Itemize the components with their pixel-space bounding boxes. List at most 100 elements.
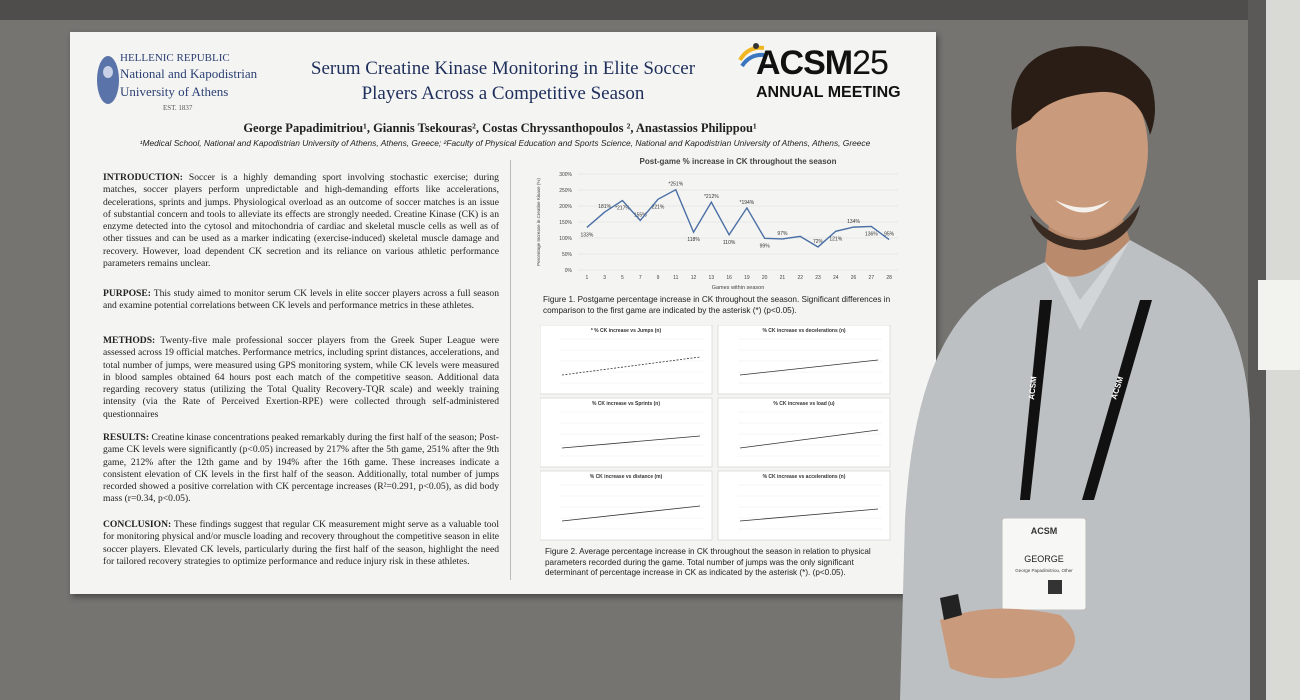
badge-detail: George Papadimitriou, Other — [1015, 568, 1073, 573]
panel-frame — [540, 470, 713, 541]
x-tick-label: 27 — [869, 275, 875, 281]
x-tick-label: 3 — [603, 275, 606, 281]
section-text: Soccer is a highly demanding sport invol… — [103, 172, 499, 270]
y-tick-label: 50% — [562, 252, 573, 258]
section-text: These findings suggest that regular CK m… — [103, 519, 499, 567]
face — [1016, 62, 1148, 238]
institution-line: National and Kapodistrian — [120, 66, 258, 81]
x-tick-label: 22 — [797, 275, 803, 281]
panel-trend — [561, 435, 701, 449]
logo-text: ACSM25 — [756, 44, 889, 83]
value-label: 181% — [598, 204, 611, 210]
next-poster — [1258, 280, 1300, 370]
lanyard-left — [1020, 300, 1052, 500]
panel-frame — [717, 470, 891, 541]
authors: George Papadimitriou¹, Giannis Tsekouras… — [243, 121, 757, 135]
x-tick-label: 5 — [621, 275, 624, 281]
x-tick-label: 23 — [815, 275, 821, 281]
section-heading: CONCLUSION: — [103, 519, 172, 530]
badge-qr — [1048, 580, 1062, 594]
panel-trend — [561, 505, 701, 522]
lanyard-right — [1082, 300, 1152, 500]
section: RESULTS: Creatine kinase concentrations … — [103, 432, 499, 506]
section: CONCLUSION: These findings suggest that … — [103, 519, 499, 568]
panel-title: % CK increase vs decelerations (n) — [762, 328, 845, 334]
section: METHODS: Twenty-five male professional s… — [103, 335, 499, 421]
collar — [1045, 240, 1130, 330]
title-line: Serum Creatine Kinase Monitoring in Elit… — [310, 58, 696, 79]
x-tick-label: 7 — [639, 275, 642, 281]
logo-meeting: ANNUAL MEETING — [756, 84, 901, 101]
logo-name: ACSM — [756, 44, 853, 82]
figure1-caption: Figure 1. Postgame percentage increase i… — [543, 295, 891, 315]
beard — [1030, 205, 1140, 250]
y-tick-label: 250% — [559, 188, 572, 194]
frame-post — [1248, 0, 1266, 700]
hands — [940, 608, 1075, 679]
value-label: 121% — [829, 236, 842, 242]
value-label: 110% — [723, 240, 736, 246]
value-label: *194% — [740, 200, 755, 206]
x-tick-label: 26 — [851, 275, 857, 281]
value-label: 136% — [865, 231, 878, 237]
smile — [1055, 200, 1110, 213]
lanyard-text: ACSM — [1027, 376, 1038, 401]
panel-title: % CK increase vs distance (m) — [590, 474, 663, 480]
panel-trend — [739, 359, 879, 376]
x-tick-label: 21 — [780, 275, 786, 281]
y-tick-label: 200% — [559, 204, 572, 210]
figure1-chart: Post-game % increase in CK throughout th… — [536, 157, 898, 291]
value-label: 134% — [847, 219, 860, 225]
x-axis-label: Games within season — [712, 285, 765, 291]
x-tick-label: 28 — [886, 275, 892, 281]
wristband — [940, 594, 962, 620]
figure2-panels: * % CK increase vs Jumps (n) % CK increas… — [540, 325, 891, 541]
panel-title: % CK increase vs Sprints (n) — [592, 401, 660, 407]
panel-title: * % CK increase vs Jumps (n) — [591, 328, 662, 334]
title-line: Players Across a Competitive Season — [361, 83, 645, 104]
series-line — [586, 188, 890, 248]
shirt — [900, 240, 1250, 700]
chart-title: Post-game % increase in CK throughout th… — [640, 157, 837, 166]
value-label: 118% — [687, 237, 700, 243]
value-label: *212% — [704, 194, 719, 200]
section-heading: INTRODUCTION: — [103, 172, 183, 183]
y-tick-label: 0% — [565, 268, 573, 274]
badge-name: GEORGE — [1024, 554, 1064, 564]
value-label: 72% — [813, 239, 824, 245]
section-heading: PURPOSE: — [103, 288, 151, 299]
value-label: 97% — [777, 231, 788, 237]
badge — [1001, 517, 1087, 611]
figure2-caption: Figure 2. Average percentage increase in… — [545, 547, 871, 577]
x-tick-label: 11 — [673, 275, 678, 281]
value-label: *251% — [668, 182, 683, 188]
x-tick-label: 20 — [762, 275, 768, 281]
university-emblem — [97, 56, 119, 104]
panel-frame — [540, 397, 713, 468]
column-divider — [510, 160, 511, 580]
x-tick-label: 9 — [657, 275, 660, 281]
section-text: Twenty-five male professional soccer pla… — [103, 335, 499, 420]
x-tick-label: 13 — [709, 275, 715, 281]
panel-trend — [561, 356, 701, 376]
logo-mark — [738, 43, 765, 68]
badge-org: ACSM — [1031, 526, 1058, 536]
value-label: 221% — [652, 204, 665, 210]
section-heading: RESULTS: — [103, 432, 150, 443]
institution-line: EST. 1837 — [163, 104, 193, 112]
panel-frame — [540, 325, 713, 395]
institution-line: HELLENIC REPUBLIC — [120, 52, 230, 64]
y-axis-label: Percentage Increase in Creatine Kinase (… — [536, 178, 541, 266]
affiliations: ¹Medical School, National and Kapodistri… — [139, 138, 871, 148]
x-tick-label: 19 — [744, 275, 750, 281]
value-label: 95% — [884, 232, 895, 238]
x-tick-label: 12 — [691, 275, 697, 281]
section-heading: METHODS: — [103, 335, 156, 346]
panel-title: % CK increase vs accelerations (n) — [763, 474, 846, 480]
y-tick-label: 300% — [559, 172, 572, 178]
hair — [1011, 46, 1155, 136]
value-label: 99% — [760, 243, 771, 249]
y-tick-label: 100% — [559, 236, 572, 242]
institution-line: University of Athens — [120, 84, 229, 99]
